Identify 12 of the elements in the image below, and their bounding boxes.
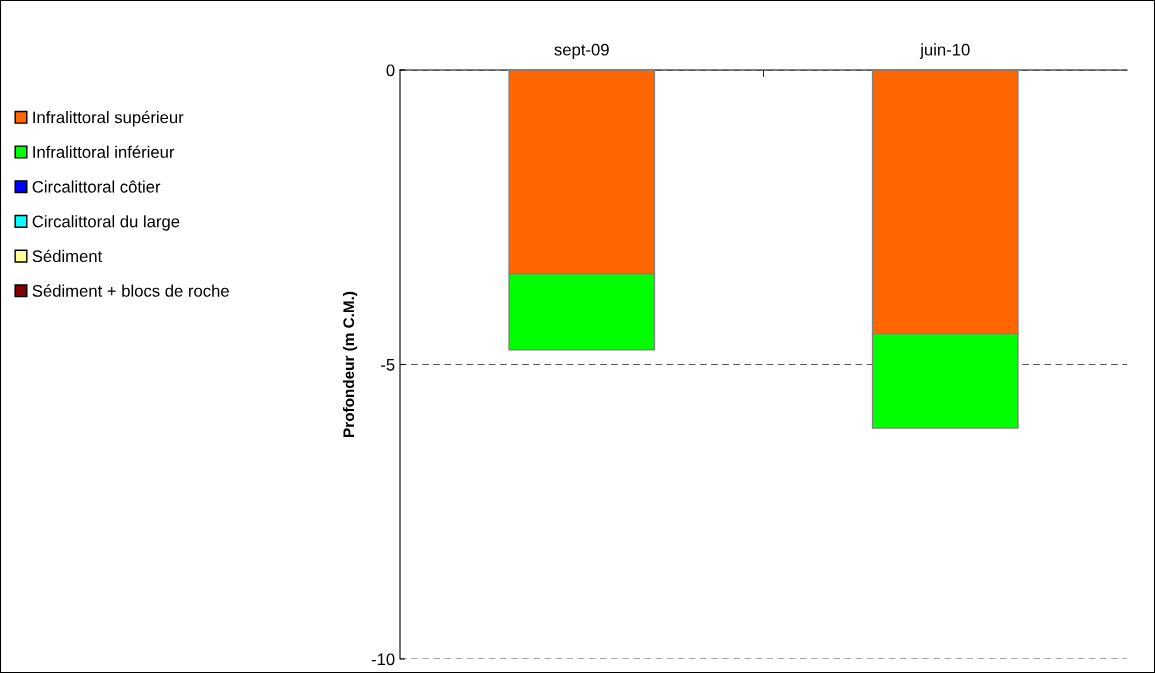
legend-label: Circalittoral côtier	[32, 180, 161, 193]
legend-label: Circalittoral du large	[32, 215, 180, 231]
y-tick-label: -10	[371, 653, 395, 666]
y-axis-title: Profondeur (m C.M.)	[342, 291, 358, 437]
y-tick-label: -5	[381, 359, 395, 371]
legend-label: Sédiment	[32, 249, 103, 263]
legend-label: Sédiment + blocs de roche	[32, 284, 229, 297]
x-tick-label: juin-10	[919, 43, 970, 59]
legend-label: Infralittoral supérieur	[33, 110, 184, 127]
y-tick-label: 0	[386, 64, 395, 77]
x-tick-label: sept-09	[554, 43, 609, 59]
legend-label: Infralittoral inférieur	[33, 145, 175, 158]
